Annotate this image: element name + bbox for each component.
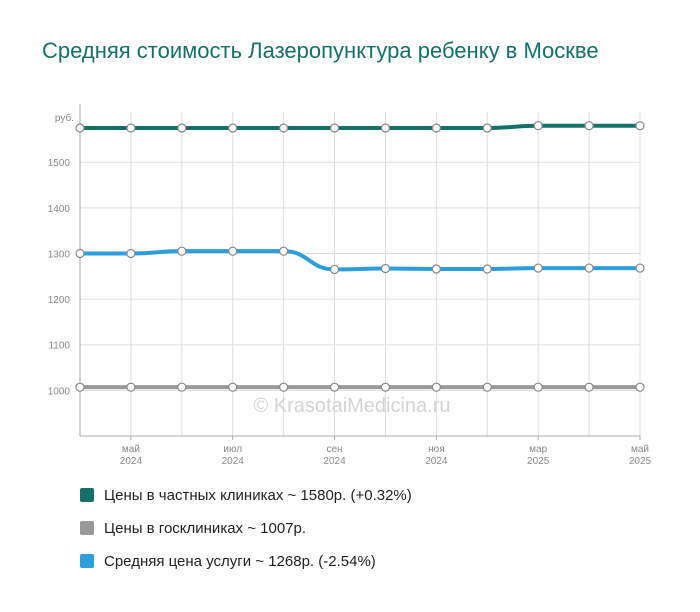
data-point <box>635 263 645 273</box>
data-point <box>177 246 187 256</box>
data-point <box>279 382 289 392</box>
x-tick-label-year: 2024 <box>323 456 346 467</box>
legend-item: Цены в госклиниках ~ 1007р. <box>80 517 412 539</box>
x-tick-label-year: 2025 <box>527 456 550 467</box>
data-point <box>584 382 594 392</box>
y-unit-label: руб. <box>55 112 74 124</box>
data-point <box>228 382 238 392</box>
legend-label: Цены в частных клиниках ~ 1580р. (+0.32%… <box>104 486 412 504</box>
y-tick-label: 1500 <box>48 158 71 169</box>
data-point <box>380 263 391 274</box>
legend-label: Средняя цена услуги ~ 1268р. (-2.54%) <box>104 552 376 570</box>
watermark: © KrasotaiMedicina.ru <box>253 395 450 417</box>
data-point <box>635 121 645 131</box>
series-line-0 <box>78 123 642 130</box>
data-point <box>380 123 391 133</box>
data-point <box>228 123 238 133</box>
data-point <box>126 382 136 392</box>
data-point <box>584 263 594 273</box>
data-point <box>75 248 85 259</box>
data-point <box>177 123 187 133</box>
data-point <box>482 123 492 133</box>
data-point <box>380 382 391 392</box>
grid <box>79 112 641 436</box>
x-tick-label-month: май <box>122 444 140 455</box>
points-group <box>75 121 645 392</box>
data-point <box>431 382 441 392</box>
data-point <box>533 382 543 392</box>
line-chart: 100011001200130014001500руб.май2024июл20… <box>48 104 652 467</box>
data-point <box>431 123 441 133</box>
data-point <box>635 382 645 392</box>
x-tick-label-month: мар <box>529 444 547 455</box>
data-point <box>329 264 340 275</box>
x-tick-label-month: июл <box>223 444 242 455</box>
data-point <box>533 121 543 131</box>
data-point <box>584 121 594 131</box>
data-point <box>533 263 543 273</box>
x-tick-label-year: 2025 <box>629 456 652 467</box>
data-point <box>177 382 187 392</box>
y-tick-label: 1000 <box>48 386 71 397</box>
y-tick-label: 1400 <box>48 204 71 215</box>
legend-item: Цены в частных клиниках ~ 1580р. (+0.32%… <box>80 484 412 506</box>
y-tick-label: 1300 <box>48 249 71 260</box>
data-point <box>75 382 85 392</box>
data-point <box>482 264 492 274</box>
y-tick-label: 1200 <box>48 295 71 306</box>
data-point <box>329 382 340 392</box>
x-tick-label-month: май <box>631 444 649 455</box>
data-point <box>126 123 136 133</box>
legend-swatch <box>80 554 94 568</box>
data-point <box>279 246 289 256</box>
x-tick-label-year: 2024 <box>222 456 245 467</box>
x-tick-label-month: ноя <box>428 444 445 455</box>
data-point <box>329 123 340 133</box>
series-group <box>78 123 642 390</box>
chart-title: Средняя стоимость Лазеропунктура ребенку… <box>42 38 599 63</box>
data-point <box>431 264 441 274</box>
data-point <box>279 123 289 133</box>
axes: 100011001200130014001500руб.май2024июл20… <box>48 104 652 467</box>
legend-swatch <box>80 488 94 502</box>
legend-label: Цены в госклиниках ~ 1007р. <box>104 519 307 537</box>
y-tick-label: 1100 <box>48 341 70 352</box>
x-tick-label-month: сен <box>326 444 342 455</box>
x-tick-label-year: 2024 <box>425 456 448 467</box>
legend: Цены в частных клиниках ~ 1580р. (+0.32%… <box>80 484 412 583</box>
legend-item: Средняя цена услуги ~ 1268р. (-2.54%) <box>80 550 412 572</box>
data-point <box>126 248 136 259</box>
x-tick-label-year: 2024 <box>120 456 143 467</box>
data-point <box>75 123 85 133</box>
legend-swatch <box>80 521 94 535</box>
data-point <box>482 382 492 392</box>
data-point <box>228 246 238 256</box>
